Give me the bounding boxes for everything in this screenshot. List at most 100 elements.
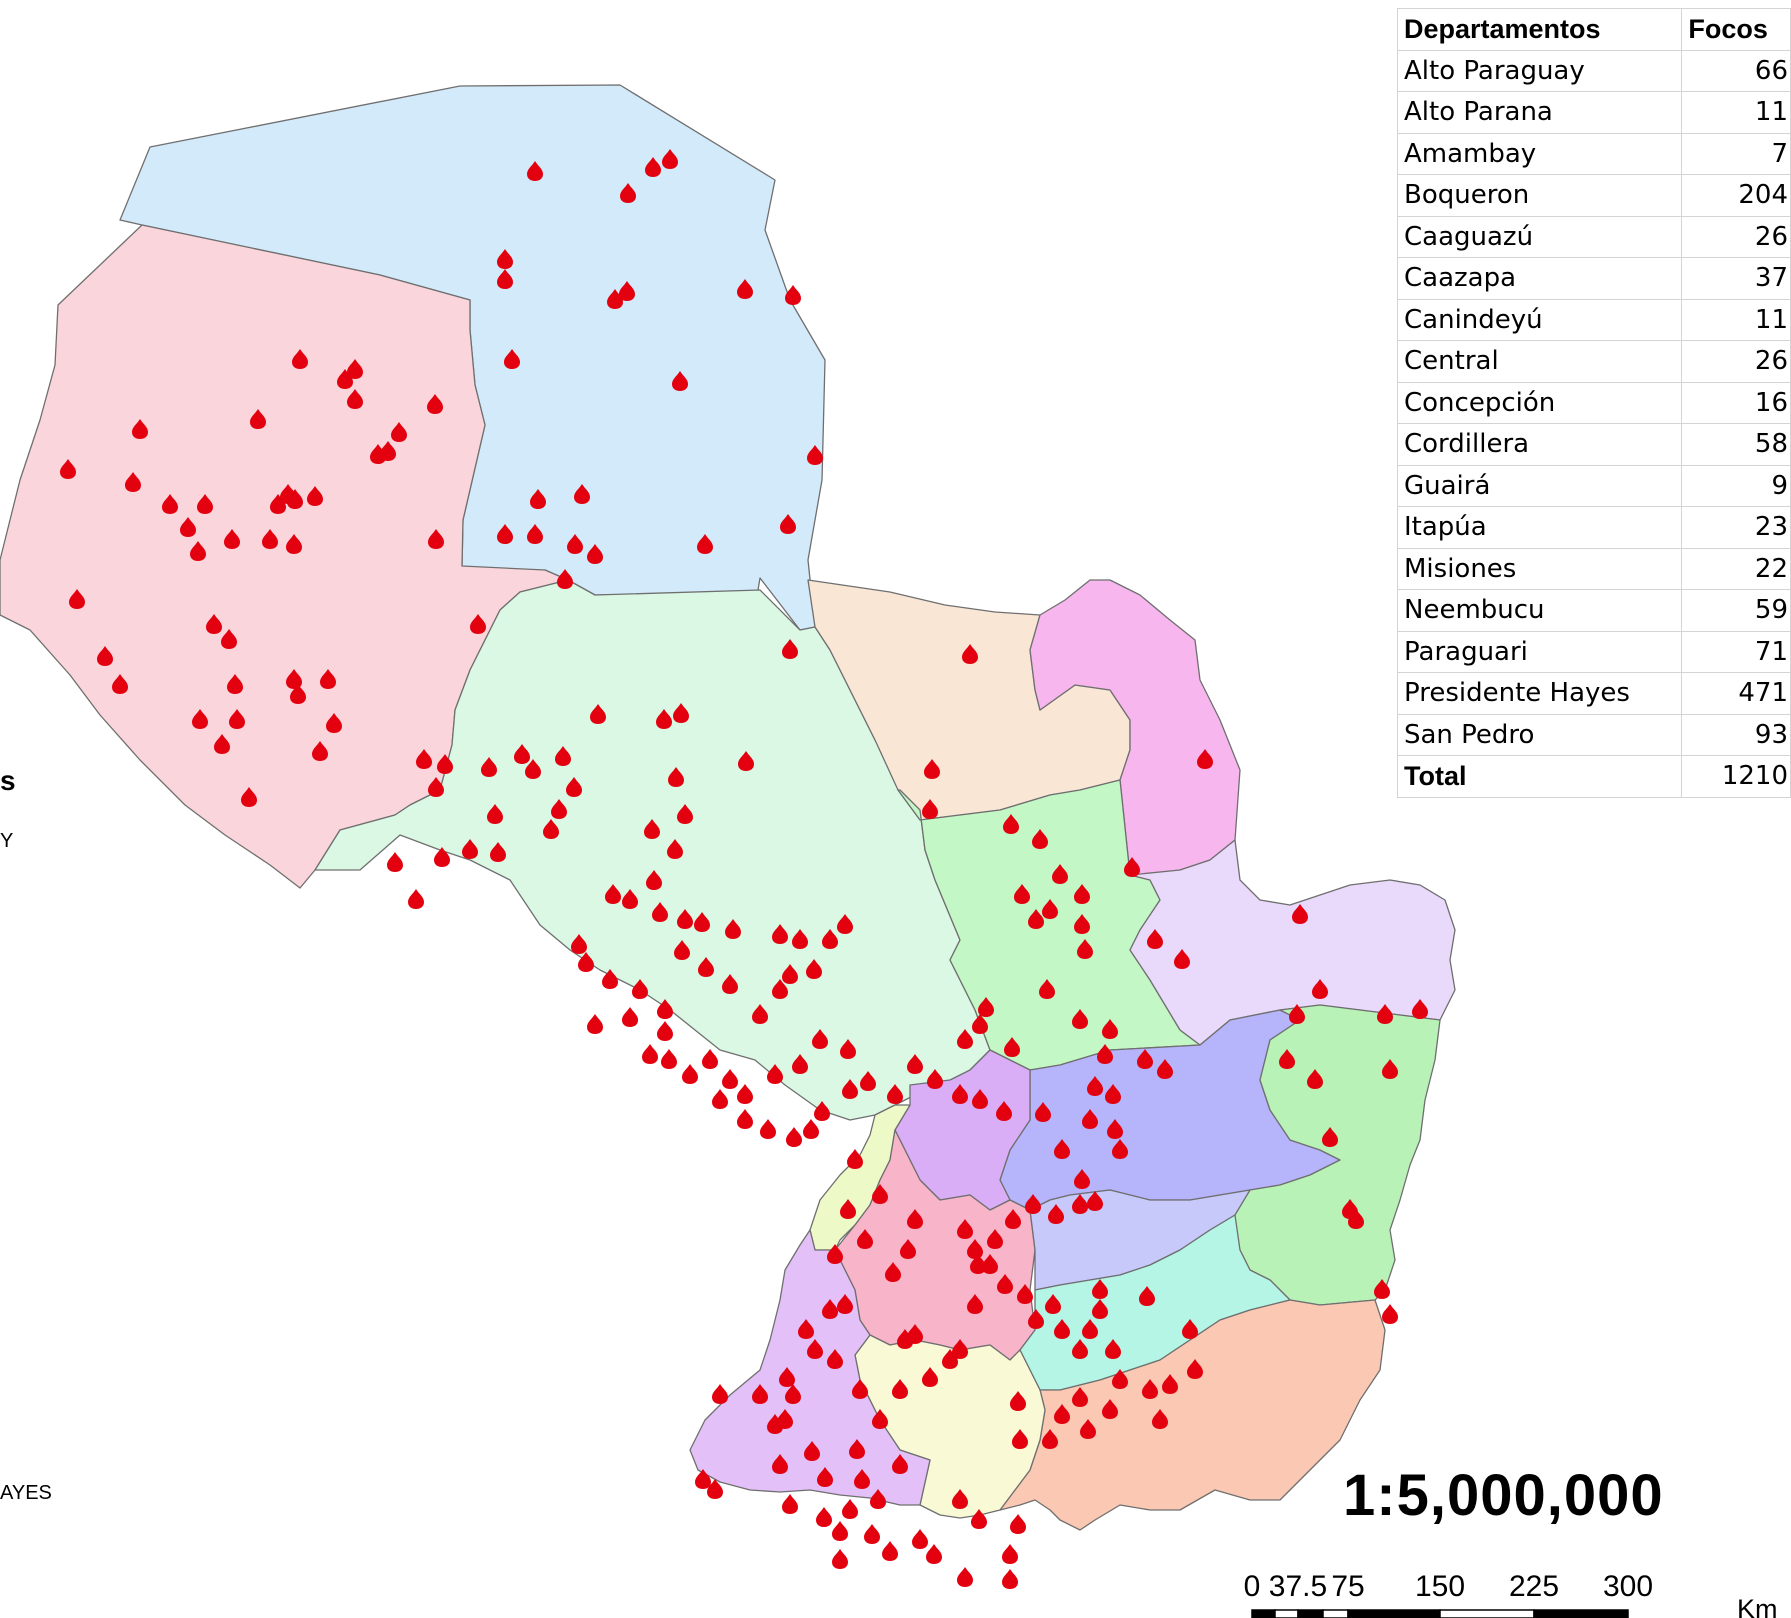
- fire-icon: [697, 534, 713, 554]
- legend-title-fragment: s: [0, 765, 16, 796]
- scale-tick-label: 0: [1244, 1570, 1261, 1603]
- fire-icon: [1112, 1369, 1128, 1389]
- fire-icon: [656, 709, 672, 729]
- fire-icon: [1382, 1059, 1398, 1079]
- fire-icon: [897, 1329, 913, 1349]
- department-name: Paraguari: [1396, 630, 1683, 673]
- fire-icon: [952, 1489, 968, 1509]
- fire-icon: [620, 183, 636, 203]
- fire-icon: [814, 1101, 830, 1121]
- scale-tick-label: 37.5: [1269, 1570, 1327, 1603]
- table-row: Caaguazú 26: [1396, 215, 1791, 258]
- department-fire-count: 23: [1681, 506, 1791, 549]
- scale-bar-segment: [1533, 1609, 1629, 1618]
- table-row: Paraguari 71: [1396, 630, 1791, 673]
- fire-icon: [840, 1199, 856, 1219]
- fire-icon: [702, 1049, 718, 1069]
- fire-icon: [280, 484, 296, 504]
- fire-icon: [347, 359, 363, 379]
- fire-icon: [667, 839, 683, 859]
- fire-icon: [1004, 1037, 1020, 1057]
- fire-icon: [387, 852, 403, 872]
- fire-icon: [870, 1489, 886, 1509]
- fire-icon: [694, 912, 710, 932]
- fire-icon: [807, 1339, 823, 1359]
- fire-icon: [772, 924, 788, 944]
- fire-icon: [779, 1367, 795, 1387]
- fire-icon: [872, 1184, 888, 1204]
- scale-tick-label: 150: [1415, 1570, 1465, 1603]
- department-fire-count: 26: [1681, 215, 1791, 258]
- fire-icon: [782, 639, 798, 659]
- fire-icon: [782, 964, 798, 984]
- department-fire-count: 9: [1681, 464, 1791, 507]
- fire-icon: [1107, 1119, 1123, 1139]
- fire-icon: [607, 289, 623, 309]
- department-fire-count: 11: [1681, 91, 1791, 134]
- scale-ratio: 1:5,000,000: [1343, 1463, 1664, 1528]
- fire-icon: [1279, 1049, 1295, 1069]
- fire-icon: [840, 1039, 856, 1059]
- fire-icon: [661, 1049, 677, 1069]
- fire-icon: [785, 285, 801, 305]
- fire-icon: [817, 1467, 833, 1487]
- fire-icon: [1017, 1284, 1033, 1304]
- fire-icon: [907, 1324, 923, 1344]
- fire-icon: [804, 1441, 820, 1461]
- fire-icon: [527, 524, 543, 544]
- fire-icon: [1412, 999, 1428, 1019]
- fire-icon: [907, 1209, 923, 1229]
- fire-icon: [622, 1007, 638, 1027]
- fire-icon: [1382, 1304, 1398, 1324]
- fire-icon: [290, 684, 306, 704]
- department-neembucu: [689, 1229, 931, 1506]
- header-focos: Focos: [1681, 8, 1791, 51]
- fire-icon: [434, 847, 450, 867]
- fire-icon: [543, 819, 559, 839]
- fire-icon: [737, 1084, 753, 1104]
- fire-icon: [922, 1367, 938, 1387]
- fire-icon: [1005, 1209, 1021, 1229]
- fire-icon: [967, 1239, 983, 1259]
- table-row: Presidente Hayes 471: [1396, 672, 1791, 715]
- fire-icon: [677, 909, 693, 929]
- department-fire-count: 204: [1681, 174, 1791, 217]
- fire-icon: [842, 1499, 858, 1519]
- fire-icon: [780, 514, 796, 534]
- fire-icon: [957, 1029, 973, 1049]
- department-fire-count: 7: [1681, 132, 1791, 175]
- fire-icon: [967, 1294, 983, 1314]
- fire-icon: [1077, 939, 1093, 959]
- fire-icon: [803, 1119, 819, 1139]
- fire-icon: [642, 1044, 658, 1064]
- department-fire-count: 37: [1681, 257, 1791, 300]
- fire-icon: [557, 569, 573, 589]
- fire-icon: [1082, 1319, 1098, 1339]
- fire-icon: [1054, 1404, 1070, 1424]
- department-name: Amambay: [1396, 132, 1683, 175]
- fire-icon: [1374, 1279, 1390, 1299]
- fire-icon: [1174, 949, 1190, 969]
- fire-icon: [1112, 1139, 1128, 1159]
- department-fire-count: 16: [1681, 381, 1791, 424]
- table-row: San Pedro 93: [1396, 713, 1791, 756]
- fire-icon: [996, 1101, 1012, 1121]
- fire-icon: [725, 919, 741, 939]
- scale-bar-segment: [1251, 1609, 1276, 1618]
- fire-icon: [320, 669, 336, 689]
- fire-icon: [1312, 979, 1328, 999]
- fire-icon: [957, 1219, 973, 1239]
- table-row: Boqueron 204: [1396, 174, 1791, 217]
- scale-tick-labels: 0 37.5 75 150 225 300: [1244, 1570, 1653, 1603]
- fire-icon: [481, 757, 497, 777]
- table-row: Amambay 7: [1396, 132, 1791, 175]
- fire-icon: [1322, 1127, 1338, 1147]
- fire-icon: [224, 529, 240, 549]
- fire-icon: [1028, 909, 1044, 929]
- fire-icon: [1042, 899, 1058, 919]
- department-itapua: [999, 1299, 1386, 1531]
- fire-icon: [646, 870, 662, 890]
- fire-icon: [842, 1079, 858, 1099]
- fire-icon: [857, 1229, 873, 1249]
- fire-icon: [497, 524, 513, 544]
